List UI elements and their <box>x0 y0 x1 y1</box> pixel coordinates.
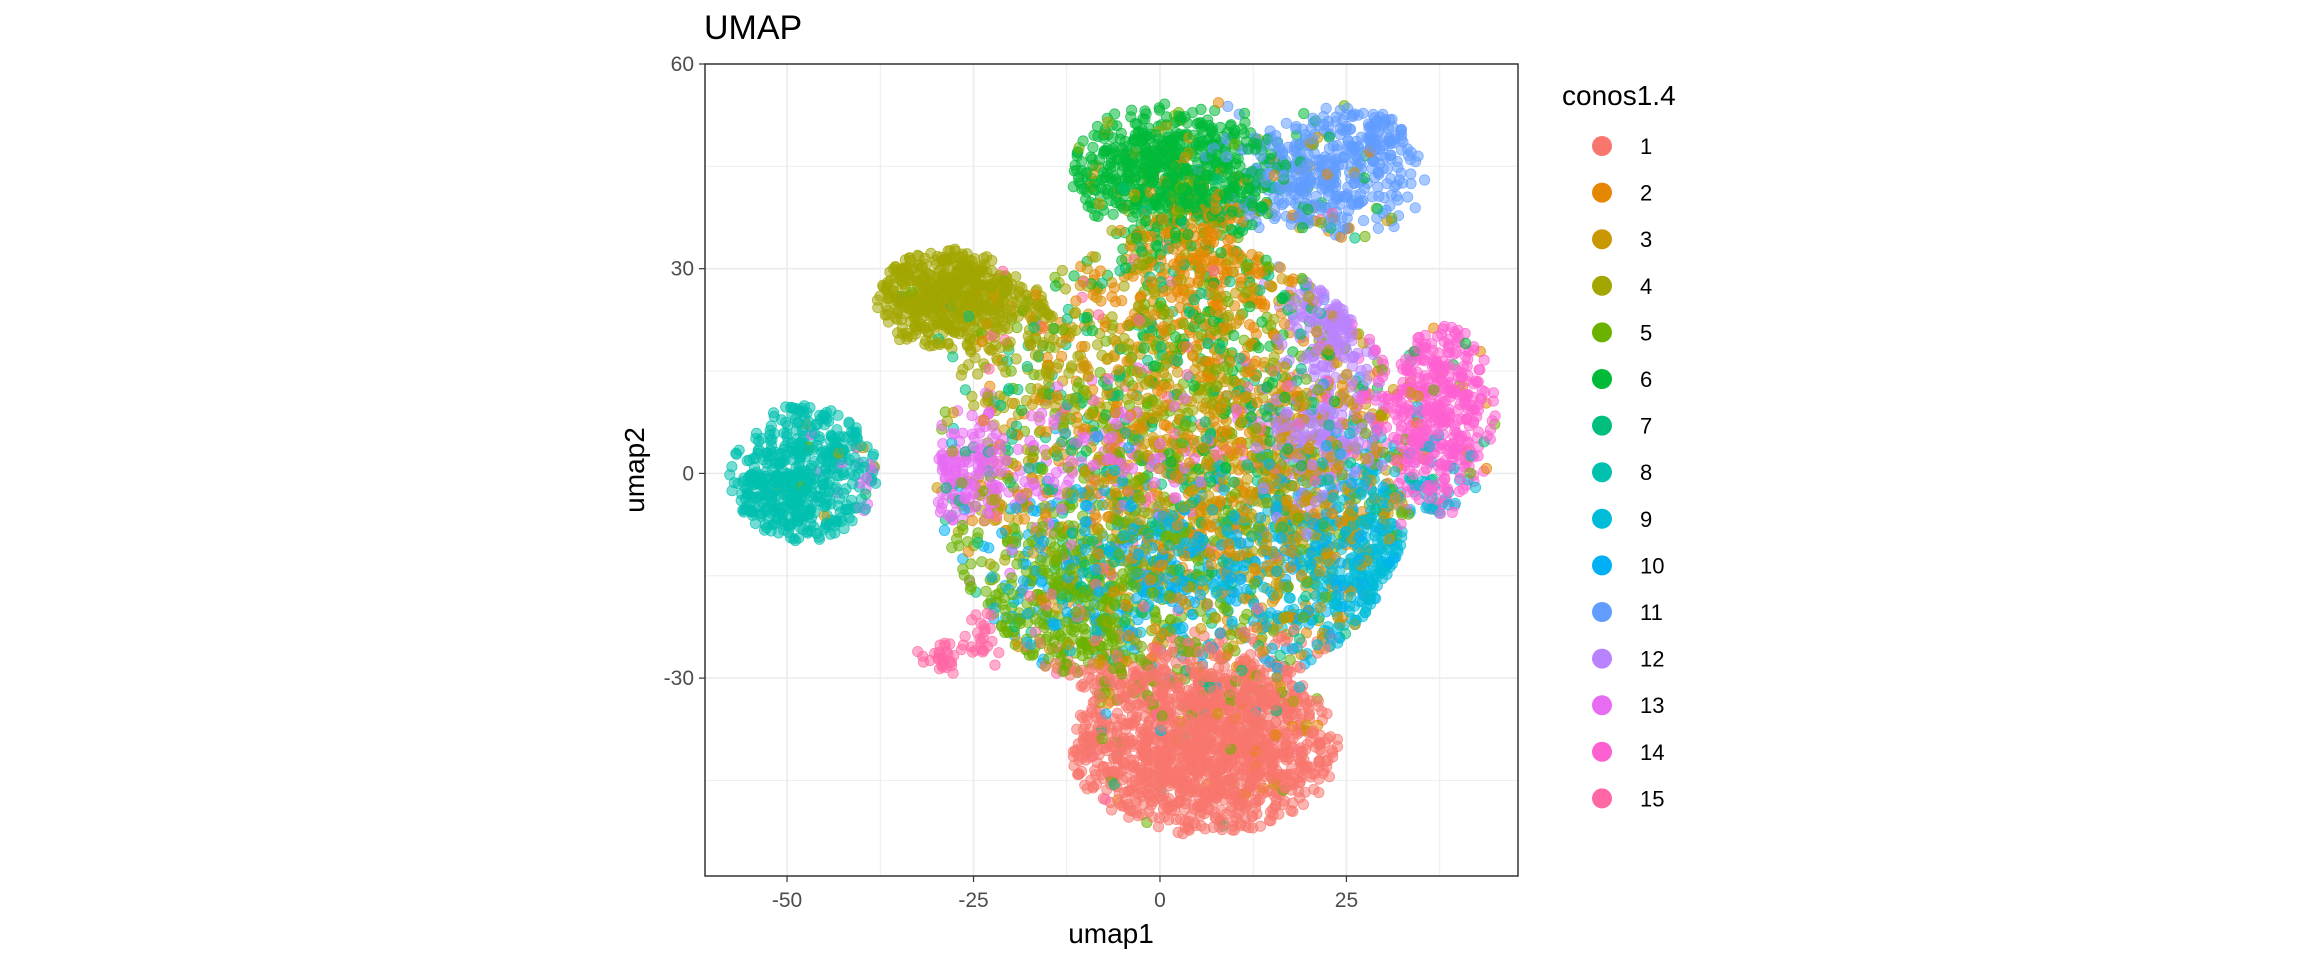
point-cluster-6 <box>1016 404 1028 416</box>
point-cluster-6 <box>1202 114 1214 126</box>
point-cluster-8 <box>832 409 844 421</box>
point-cluster-4 <box>1268 313 1280 325</box>
point-cluster-3 <box>1195 622 1207 635</box>
point-cluster-15 <box>986 635 998 647</box>
data-points <box>724 97 1501 840</box>
point-cluster-8 <box>726 461 738 473</box>
point-cluster-11 <box>1387 121 1399 133</box>
point-cluster-9 <box>1258 581 1270 593</box>
point-cluster-2 <box>1199 246 1211 258</box>
point-cluster-5 <box>980 585 992 597</box>
point-cluster-15 <box>989 659 1001 671</box>
point-cluster-5 <box>1150 612 1162 624</box>
point-cluster-15 <box>912 645 924 658</box>
chart-title: UMAP <box>704 9 802 47</box>
point-cluster-6 <box>1191 118 1203 130</box>
point-cluster-6 <box>1098 132 1110 144</box>
point-cluster-11 <box>1358 215 1370 227</box>
point-cluster-4 <box>1118 280 1130 292</box>
point-cluster-2 <box>1244 319 1256 331</box>
point-cluster-6 <box>1107 208 1119 220</box>
point-cluster-7 <box>1349 232 1361 244</box>
point-cluster-4 <box>1106 225 1118 237</box>
point-cluster-11 <box>1405 178 1417 190</box>
point-cluster-11 <box>1278 197 1290 209</box>
point-cluster-14 <box>1363 333 1376 345</box>
point-cluster-6 <box>1298 108 1310 120</box>
point-cluster-4 <box>1070 306 1082 318</box>
point-cluster-3 <box>1241 473 1253 485</box>
point-cluster-15 <box>1093 309 1105 321</box>
point-cluster-1 <box>1312 695 1324 707</box>
point-cluster-6 <box>1239 117 1251 129</box>
point-cluster-7 <box>959 384 972 396</box>
point-cluster-11 <box>1391 179 1403 191</box>
point-cluster-2 <box>1199 355 1211 367</box>
point-cluster-13 <box>1012 443 1024 455</box>
point-cluster-6 <box>1068 270 1080 282</box>
point-cluster-14 <box>1471 376 1483 388</box>
point-cluster-15 <box>993 647 1005 659</box>
point-cluster-11 <box>1280 117 1293 129</box>
point-cluster-11 <box>1405 168 1417 180</box>
point-cluster-5 <box>1165 613 1177 626</box>
point-cluster-7 <box>860 488 872 500</box>
point-cluster-7 <box>1061 313 1073 325</box>
point-cluster-10 <box>938 524 951 537</box>
point-cluster-7 <box>1300 590 1312 603</box>
point-cluster-11 <box>1419 174 1431 186</box>
point-cluster-2 <box>1274 262 1286 274</box>
point-cluster-6 <box>1080 193 1092 205</box>
point-cluster-7 <box>947 351 959 363</box>
